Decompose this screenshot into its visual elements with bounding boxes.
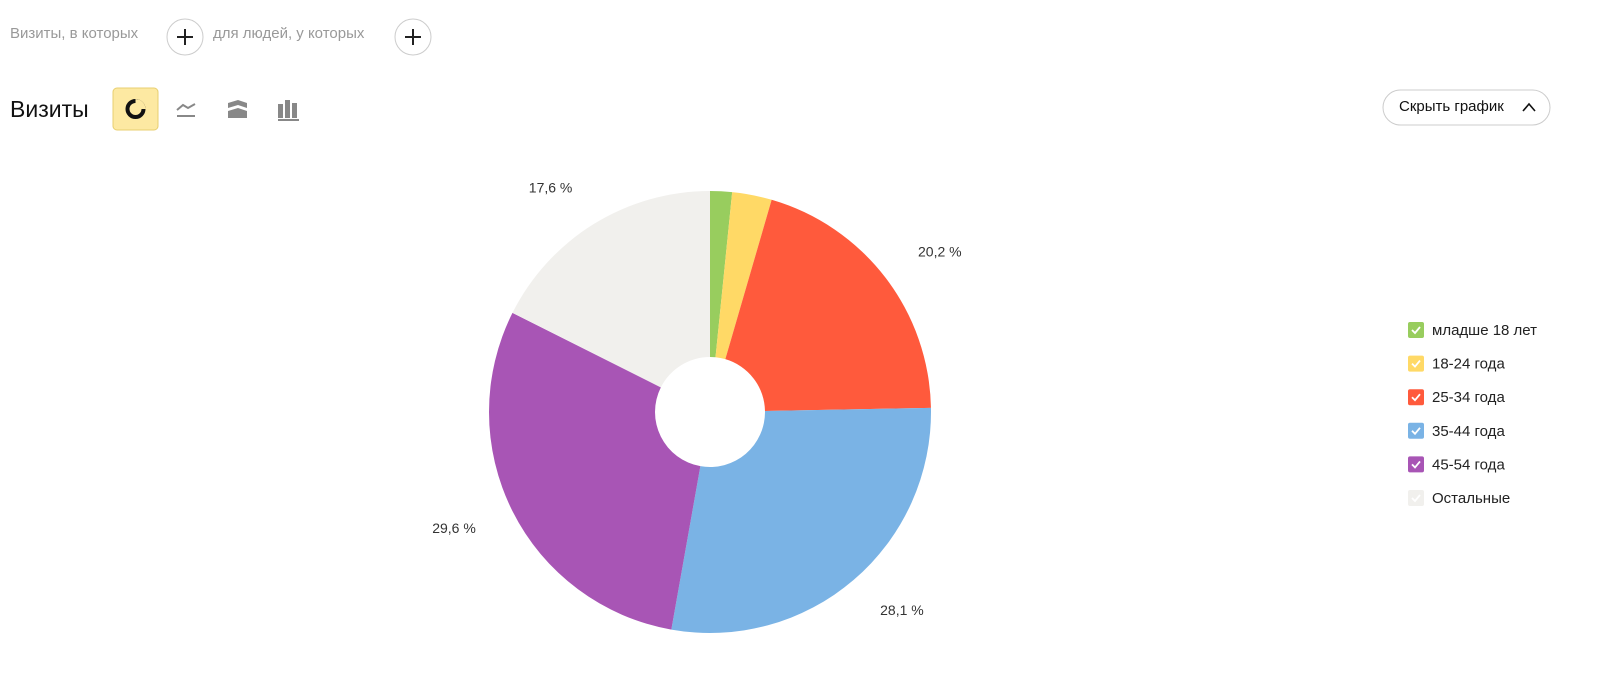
legend-checkbox (1408, 355, 1424, 372)
legend-checkbox (1408, 490, 1424, 506)
check-icon (1411, 393, 1421, 402)
legend-item[interactable]: 18-24 года (1408, 356, 1505, 373)
line-icon (176, 103, 196, 117)
check-icon (1411, 427, 1421, 436)
legend-label: Остальные (1432, 490, 1510, 507)
area-view-button[interactable] (228, 100, 247, 118)
pie-slice (512, 191, 710, 388)
pie-slice (710, 191, 733, 358)
add-filter-button[interactable] (394, 18, 432, 56)
button-label: Скрыть график (1399, 98, 1504, 115)
legend-item[interactable]: 25-34 года (1408, 389, 1505, 406)
legend-label: 18-24 года (1432, 356, 1505, 373)
legend-item[interactable]: младше 18 лет (1408, 322, 1537, 339)
pie-slice (715, 192, 772, 360)
plus-icon (177, 29, 193, 45)
add-filter-button[interactable] (166, 18, 204, 56)
data-label: 20,2 % (918, 243, 962, 259)
check-icon (1411, 460, 1421, 469)
hide-chart-button[interactable]: Скрыть график (1382, 89, 1551, 126)
legend-item[interactable]: 35-44 года (1408, 423, 1505, 440)
check-icon (1411, 360, 1421, 368)
pie-icon-cut (135, 99, 146, 109)
legend-label: 25-34 года (1432, 389, 1505, 406)
legend-label: младше 18 лет (1432, 322, 1537, 339)
check-icon (1411, 494, 1421, 503)
line-view-button[interactable] (176, 103, 196, 117)
legend-item[interactable]: Остальные (1408, 490, 1510, 507)
data-label: 29,6 % (432, 520, 476, 536)
chevron-icon (1522, 102, 1536, 112)
area-icon (228, 100, 247, 118)
plus-icon (405, 29, 421, 45)
data-label: 17,6 % (529, 180, 573, 196)
legend-item[interactable]: 45-54 года (1408, 456, 1505, 473)
section-title: Визиты (10, 96, 89, 122)
legend-checkbox (1408, 456, 1424, 473)
legend-checkbox (1408, 422, 1424, 439)
legend-label: 45-54 года (1432, 456, 1505, 473)
pie-slice (725, 199, 931, 411)
legend-checkbox (1408, 389, 1424, 406)
legend-label: 35-44 года (1432, 423, 1505, 440)
data-label: 28,1 % (880, 602, 924, 618)
check-icon (1411, 326, 1421, 335)
filter-label: для людей, у которых (213, 25, 365, 42)
legend-checkbox (1408, 322, 1424, 338)
pie-view-button[interactable] (112, 87, 159, 131)
bar-view-button[interactable] (278, 100, 299, 121)
pie-slice (671, 407, 931, 634)
button-bg (1382, 89, 1551, 126)
filter-label: Визиты, в которых (10, 25, 139, 42)
pie-slice (488, 312, 701, 630)
bar-icon (278, 100, 299, 121)
